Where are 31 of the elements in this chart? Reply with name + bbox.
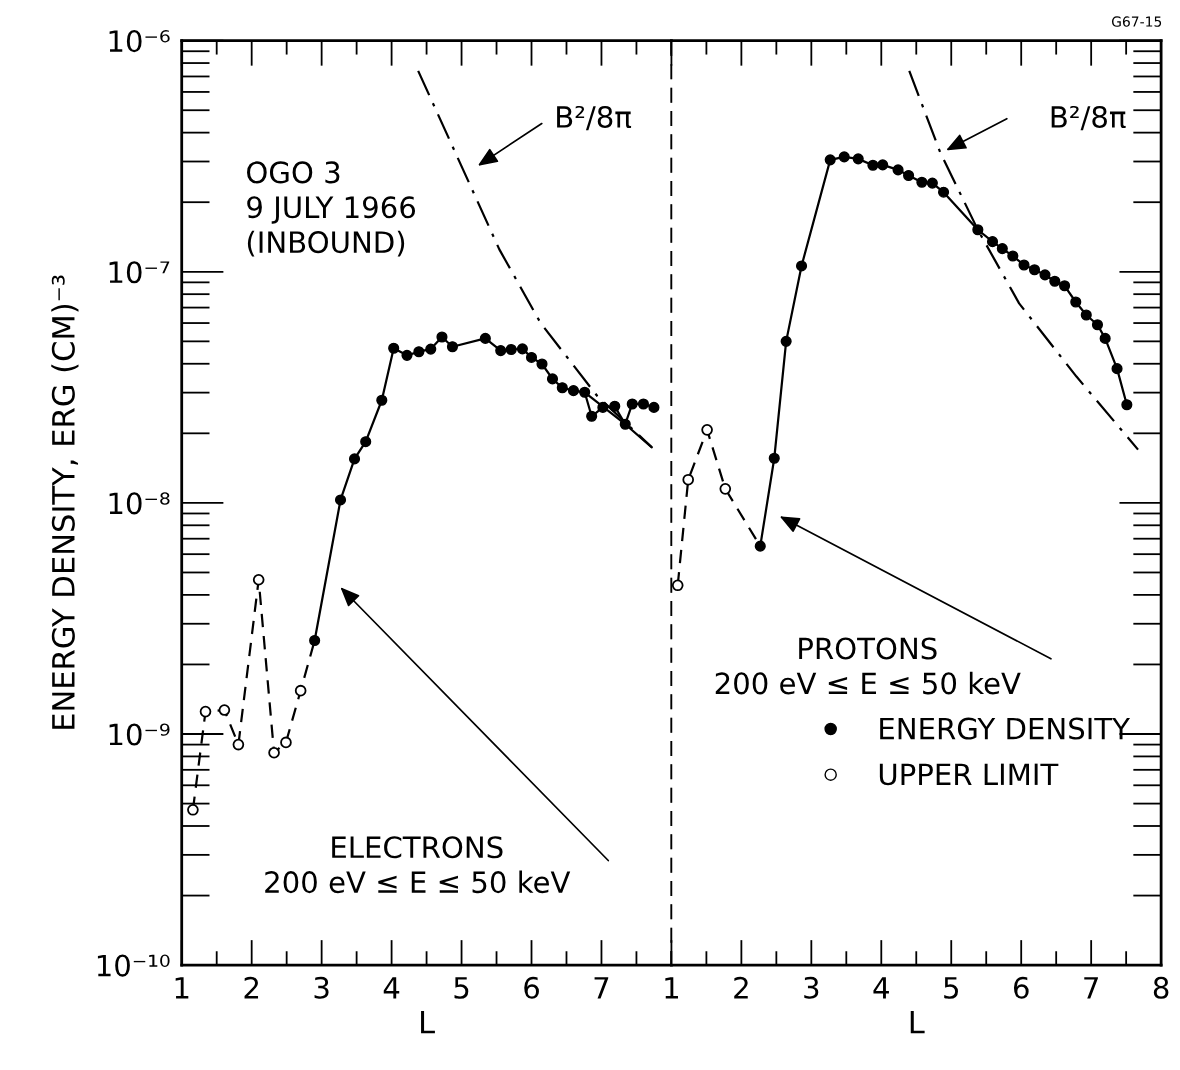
legend-label: ENERGY DENSITY — [880, 717, 1131, 740]
annotation: PROTONS 200 eV ≤ E ≤ 50 keV — [715, 637, 1021, 695]
y-axis-title: ENERGY DENSITY, ERG (CM)⁻³ — [51, 275, 79, 729]
x-tick-label: 3 — [804, 976, 819, 999]
annotation: ELECTRONS 200 eV ≤ E ≤ 50 keV — [265, 836, 571, 894]
x-tick-label: 2 — [734, 976, 748, 999]
x-tick-label: 7 — [1084, 977, 1098, 999]
x-tick-label: 4 — [873, 977, 889, 999]
legend-label: UPPER LIMIT — [879, 763, 1059, 786]
x-tick-label: 6 — [1013, 976, 1029, 999]
x-tick-label: 2 — [244, 976, 259, 999]
x-tick-label: 1 — [175, 977, 189, 999]
x-tick-label: 5 — [454, 977, 469, 999]
x-tick-label: 5 — [944, 977, 958, 999]
y-tick-label: 10⁻⁶ — [109, 30, 170, 53]
y-tick-label: 10⁻⁹ — [109, 723, 170, 746]
x-tick-label: 4 — [383, 977, 400, 999]
x-axis-title: L — [421, 1010, 435, 1034]
x-tick-label: 3 — [314, 976, 329, 999]
annotation: B²/8π — [557, 105, 632, 131]
x-tick-label: 6 — [524, 976, 539, 999]
x-tick-label: 7 — [594, 977, 609, 999]
x-axis-title: L — [910, 1010, 925, 1034]
x-tick-label: 8 — [1153, 976, 1169, 999]
y-tick-label: 10⁻¹⁰ — [97, 954, 170, 977]
annotation: B²/8π — [1051, 105, 1126, 131]
annotation: OGO 3 9 JULY 1966 (INBOUND) — [247, 161, 416, 257]
x-tick-label: 1 — [665, 977, 679, 999]
y-tick-label: 10⁻⁸ — [109, 492, 170, 515]
text: G67-15 — [1111, 16, 1162, 27]
y-tick-label: 10⁻⁷ — [109, 261, 170, 284]
